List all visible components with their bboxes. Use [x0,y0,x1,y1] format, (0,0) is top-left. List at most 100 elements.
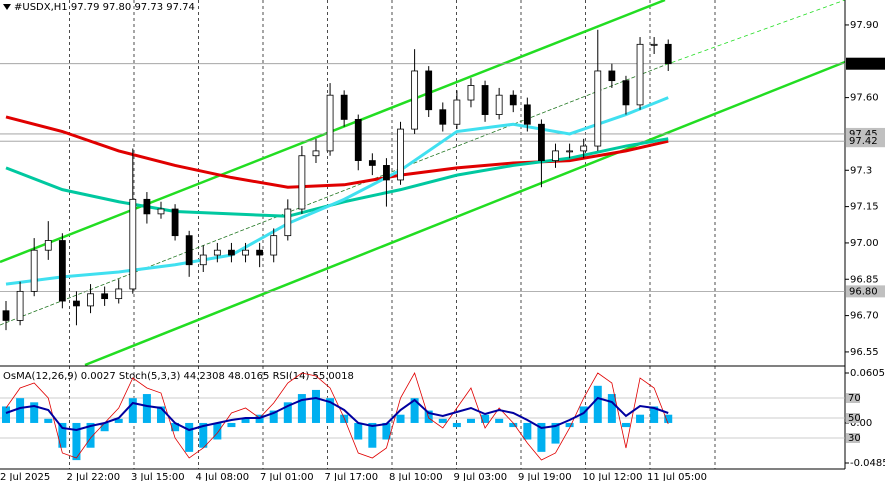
osma-bar [452,422,461,428]
x-tick-label: 7 Jul 01:00 [260,472,314,481]
osma-bar [579,406,588,423]
candle-body [213,249,221,256]
osma-bar [128,398,137,423]
x-tick-label: 7 Jul 17:00 [325,472,379,481]
osma-bar [607,394,616,423]
candle-body [664,43,672,65]
osma-bar [664,414,673,423]
candle-body [228,249,235,256]
level-label-box [846,57,885,70]
candle-body [368,160,376,166]
osma-bar [100,422,109,432]
candle-body [87,293,94,307]
x-tick-label: 3 Jul 15:00 [131,472,185,481]
level-label: 97.74 [849,59,878,70]
stochastic-line [5,371,669,461]
y-tick-label: 96.85 [850,274,879,285]
candle-body [298,155,306,210]
osma-bar [185,422,194,452]
osma-bar [86,422,95,448]
candle-body [566,150,573,153]
osma-bar [354,422,363,440]
candle-body [636,43,644,106]
candle-body [270,235,278,256]
level-label: 96.80 [849,286,878,297]
osma-bar [495,418,504,423]
osma-bar [58,422,67,448]
candle-body [580,145,588,152]
rsi-level-box [846,413,860,423]
osma-bar [523,422,532,440]
candle-body [256,249,264,256]
indicator-label: OsMA(12,26,9) 0.0027 Stoch(5,3,3) 44.230… [3,371,354,382]
moving-average [5,115,669,189]
candle-body [143,198,151,215]
candle-body [523,104,531,125]
osma-bar [2,406,10,423]
osma-bar [311,389,320,423]
candle-body [383,165,390,181]
chart-title: #USDX,H1 97.79 97.80 97.73 97.74 [14,2,195,13]
candle-body [622,80,630,106]
osma-bar [537,422,546,452]
candle-body [185,235,193,266]
osma-bar [650,406,659,423]
level-label: 97.45 [849,129,878,140]
candle-body [171,208,179,237]
osma-bar [227,422,236,428]
y-tick-label: 96.55 [850,347,879,358]
candle-body [284,208,292,237]
candle-body [326,94,334,152]
x-tick-label: 11 Jul 05:00 [647,472,707,481]
candle-body [509,94,517,106]
candle-body [73,300,80,307]
osma-bar [199,422,208,448]
moving-average [5,96,669,286]
x-tick-label: 9 Jul 03:00 [454,472,508,481]
y-tick-label: 97.90 [850,20,879,31]
x-tick-label: 10 Jul 12:00 [583,472,643,481]
menu-triangle[interactable] [3,4,11,10]
osma-bar [396,414,405,423]
osma-bar [382,422,391,440]
candle-body [411,70,419,130]
osma-bar [551,422,560,444]
osma-bar [410,398,419,423]
candle-body [129,198,137,290]
candle-body [157,208,165,215]
candle-body [312,150,320,157]
osma-bar [72,422,81,461]
level-label-box [846,285,885,298]
candle-body [115,288,123,300]
osc-tick-label: 0.00 [850,418,872,429]
y-tick-label: 97.15 [850,202,879,213]
osma-bar [30,402,39,423]
osma-bar [593,385,602,423]
candle-body [199,254,207,266]
osma-bar [44,418,53,423]
osma-bar [636,414,645,423]
candle-body [594,70,602,147]
osma-bar [156,406,165,423]
candle-body [425,70,433,111]
osc-tick-label: 0.0605 [850,368,885,379]
osma-bar [283,402,292,423]
osma-bar [481,414,490,423]
y-tick-label: 96.70 [850,311,879,322]
osma-bar [16,398,25,423]
candle-body [44,240,52,251]
candle-body [16,290,24,321]
candle-body [439,109,447,125]
osc-tick-label: -0.0485 [850,458,885,469]
osma-bar [213,422,222,440]
x-tick-label: 2 Jul 2025 [0,472,50,481]
osma-bar [326,398,335,423]
candle-body [242,249,249,256]
candle-body [467,85,475,101]
candle-body [453,99,461,125]
osma-bar [171,422,180,432]
osma-bar [241,418,250,423]
candle-body [340,94,348,120]
osma-bar [368,422,377,448]
osma-bar [297,394,306,423]
